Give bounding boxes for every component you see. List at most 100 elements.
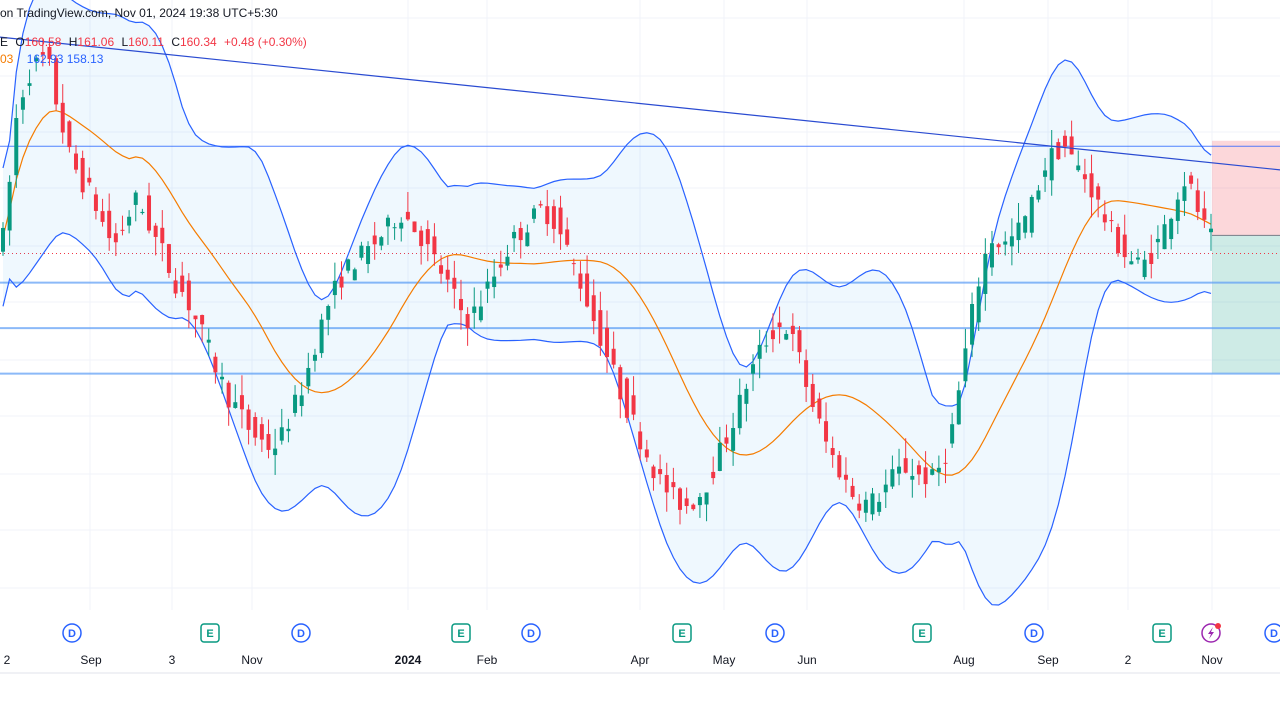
earnings-marker[interactable]: E — [912, 623, 932, 643]
candle-body — [399, 222, 404, 229]
candle-body — [936, 467, 941, 473]
candle-body — [870, 493, 875, 515]
candle-body — [1149, 252, 1154, 264]
candle-body — [1122, 234, 1127, 258]
candle-body — [877, 501, 882, 512]
upper-band-line — [2, 0, 1212, 407]
earnings-marker[interactable]: E — [672, 623, 692, 643]
horizontal-levels[interactable] — [0, 145, 1280, 375]
high-value: 161.06 — [77, 35, 115, 49]
candle-body — [47, 46, 52, 60]
candle-body — [339, 276, 344, 288]
dividend-marker[interactable]: D — [291, 623, 311, 643]
candle-body — [850, 485, 855, 497]
candle-body — [943, 462, 948, 464]
candle-body — [704, 492, 709, 505]
upper-band-value: 162.93 — [26, 52, 64, 66]
earnings-icon — [1152, 623, 1172, 643]
time-axis-tick-label: Jun — [797, 653, 816, 667]
candle-body — [465, 314, 470, 329]
dividend-marker[interactable]: D — [1024, 623, 1044, 643]
time-axis-tick-label: 3 — [169, 653, 176, 667]
time-axis-tick-label: Sep — [1037, 653, 1059, 667]
dividend-marker[interactable]: D — [1264, 623, 1280, 643]
candle-body — [1036, 190, 1041, 200]
candle-body — [14, 118, 19, 176]
candle-body — [286, 428, 291, 432]
dividend-letter: D — [68, 628, 76, 640]
candle-body — [671, 482, 676, 488]
candle-body — [299, 395, 304, 407]
notification-dot — [1215, 623, 1221, 629]
candle-body — [492, 276, 497, 288]
candle-body — [266, 434, 271, 450]
candle-body — [279, 427, 284, 441]
candle-body — [206, 339, 211, 343]
candle-body — [1056, 142, 1061, 160]
earnings-marker[interactable]: E — [451, 623, 471, 643]
time-axis[interactable]: 2 Sep 3 Nov 2024 Feb Apr May Jun Aug Sep 2 Nov — [4, 653, 1223, 667]
candle-body — [751, 364, 756, 374]
candle-body — [74, 153, 79, 170]
candle-body — [1195, 190, 1200, 212]
position-zones[interactable] — [1212, 140, 1280, 374]
candle-body — [180, 275, 185, 292]
candle-body — [970, 303, 975, 345]
candle-body — [253, 417, 258, 438]
candle-body — [797, 330, 802, 353]
dividend-marker[interactable]: D — [521, 623, 541, 643]
candle-body — [239, 395, 244, 410]
symbol-suffix: E — [0, 35, 9, 49]
candle-body — [405, 211, 410, 220]
candle-body — [7, 181, 12, 231]
candle-body — [439, 265, 444, 274]
candle-body — [963, 348, 968, 382]
candle-body — [989, 243, 994, 268]
candle-body — [1202, 208, 1207, 220]
candle-body — [120, 229, 125, 231]
ohlc-legend: E O160.58 H161.06 L160.11 C160.34 +0.48 … — [0, 35, 311, 49]
dividend-letter: D — [771, 628, 779, 640]
candle-body — [445, 269, 450, 280]
candle-body — [618, 367, 623, 400]
candle-body — [485, 281, 490, 289]
candle-body — [565, 229, 570, 245]
candle-body — [611, 348, 616, 365]
low-label: L — [121, 35, 129, 49]
dividend-letter: D — [527, 628, 535, 640]
news-marker[interactable] — [1201, 623, 1221, 643]
dividend-icon — [521, 623, 541, 643]
dividend-marker[interactable]: D — [765, 623, 785, 643]
take-profit-zone[interactable] — [1212, 235, 1280, 374]
candle-body — [140, 211, 145, 214]
candle-body — [744, 388, 749, 404]
candle-body — [1023, 216, 1028, 233]
candle-body — [133, 192, 138, 205]
earnings-icon — [912, 623, 932, 643]
trendline-segment[interactable] — [0, 36, 1280, 171]
candle-body — [790, 325, 795, 335]
earnings-marker[interactable]: E — [1152, 623, 1172, 643]
candle-body — [930, 469, 935, 475]
dividend-marker[interactable]: D — [62, 623, 82, 643]
candle-body — [830, 448, 835, 456]
candle-body — [916, 465, 921, 475]
candle-body — [770, 330, 775, 340]
band-fill — [3, 0, 1211, 606]
candle-body — [764, 345, 769, 347]
candle-body — [538, 204, 543, 206]
trendline[interactable] — [0, 36, 1280, 171]
candle-body — [1069, 136, 1074, 155]
candle-body — [1016, 222, 1021, 241]
earnings-marker[interactable]: E — [200, 623, 220, 643]
candle-body — [153, 225, 158, 237]
candle-body — [273, 448, 278, 456]
stop-loss-zone[interactable] — [1212, 140, 1280, 236]
candle-body — [127, 216, 132, 226]
candle-body — [346, 259, 351, 271]
candle-body — [259, 424, 264, 440]
candle-body — [585, 273, 590, 307]
candle-body — [824, 421, 829, 442]
